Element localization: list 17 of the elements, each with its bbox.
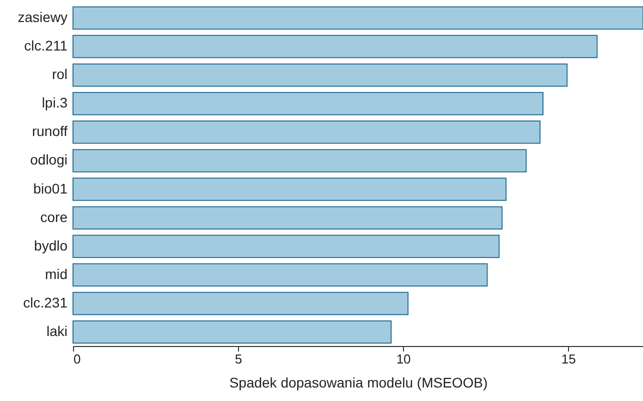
y-tick-label: core [40,208,68,225]
x-tick-label: 10 [396,352,411,366]
y-tick-label: clc.211 [24,38,68,54]
y-tick-label: lpi.3 [42,94,68,111]
x-tick-label: 15 [561,352,576,366]
x-tick-label: 0 [74,352,81,366]
y-tick-label: bydlo [34,237,68,254]
y-tick-label: mid [44,266,68,282]
y-tick-label: odlogi [30,152,68,168]
y-tick-label: laki [46,323,68,340]
y-tick-label: rol [52,66,68,82]
x-axis-title: Spadek dopasowania modelu (MSEOOB) [229,374,488,390]
x-tick-label: 5 [234,352,242,366]
y-tick-label: zasiewy [18,8,68,25]
y-tick-label: clc.231 [23,294,68,310]
y-tick-label: runoff [32,123,68,140]
y-tick-label: bio01 [33,180,68,196]
